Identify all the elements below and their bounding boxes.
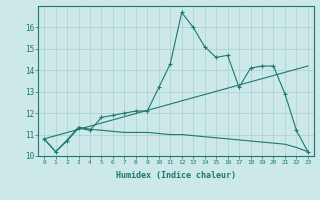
X-axis label: Humidex (Indice chaleur): Humidex (Indice chaleur) xyxy=(116,171,236,180)
